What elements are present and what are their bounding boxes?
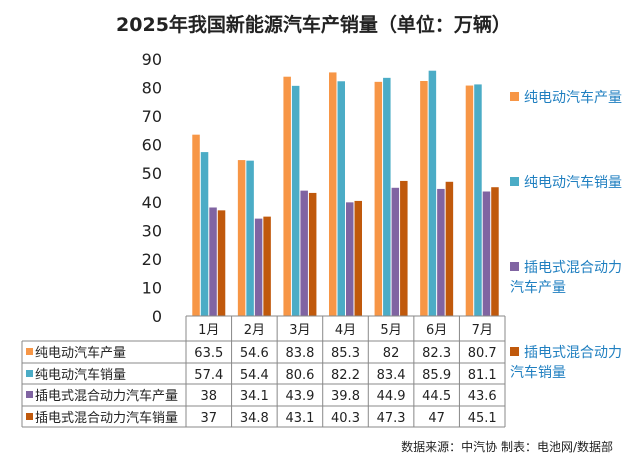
legend-item: 插电式混合动力汽车销量 — [510, 343, 625, 383]
y-tick-label: 20 — [142, 250, 162, 269]
data-label: 54.4 — [240, 368, 269, 383]
data-label: 40.3 — [331, 411, 360, 426]
table-row-label: 纯电动汽车产量 — [35, 345, 126, 361]
data-label: 44.9 — [377, 389, 406, 404]
data-label: 82.3 — [422, 346, 451, 361]
data-label: 45.1 — [468, 411, 497, 426]
x-tick-label: 6月 — [426, 323, 447, 338]
data-label: 34.8 — [240, 411, 269, 426]
y-tick-label: 90 — [142, 50, 162, 69]
bar — [383, 77, 391, 316]
data-label: 85.9 — [422, 368, 451, 383]
data-label: 54.6 — [240, 346, 269, 361]
table-legend-swatch — [26, 348, 33, 355]
table-row-label: 插电式混合动力汽车销量 — [35, 410, 178, 426]
table-row-label: 纯电动汽车销量 — [35, 367, 126, 383]
y-tick-label: 60 — [142, 136, 162, 155]
bar — [283, 76, 291, 317]
legend-swatch — [510, 347, 519, 356]
bar — [491, 187, 499, 316]
data-label: 37 — [201, 411, 218, 426]
bar — [300, 190, 308, 316]
data-label: 57.4 — [194, 368, 223, 383]
data-label: 82.2 — [331, 368, 360, 383]
y-tick-label: 30 — [142, 221, 162, 240]
bar — [200, 152, 209, 316]
bar — [428, 70, 437, 316]
data-label: 44.5 — [422, 389, 451, 404]
legend-label: 纯电动汽车销量 — [524, 175, 622, 191]
data-label: 47 — [428, 411, 445, 426]
legend-item: 纯电动汽车销量 — [510, 173, 625, 193]
x-tick-label: 1月 — [198, 323, 219, 338]
data-label: 38 — [201, 389, 218, 404]
table-legend-swatch — [26, 413, 33, 420]
x-tick-label: 3月 — [289, 323, 310, 338]
legend-item: 插电式混合动力汽车产量 — [510, 258, 625, 298]
bar — [329, 72, 337, 316]
y-tick-label: 40 — [142, 193, 162, 212]
y-tick-label: 50 — [142, 164, 162, 183]
bar — [337, 81, 345, 316]
data-label: 80.6 — [285, 368, 314, 383]
x-tick-label: 7月 — [472, 323, 493, 338]
data-label: 43.9 — [285, 389, 314, 404]
y-tick-label: 10 — [142, 278, 162, 297]
bar — [420, 80, 428, 316]
x-tick-label: 5月 — [380, 323, 401, 338]
legend-label: 插电式混合动力汽车销量 — [510, 345, 622, 381]
legend-swatch — [510, 262, 519, 271]
data-label: 83.8 — [285, 346, 314, 361]
bar — [192, 134, 200, 316]
table-legend-swatch — [26, 391, 33, 398]
data-label: 47.3 — [377, 411, 406, 426]
data-label: 34.1 — [240, 389, 269, 404]
data-label: 63.5 — [194, 346, 223, 361]
data-label: 81.1 — [468, 368, 497, 383]
bar — [254, 218, 263, 316]
bar — [291, 85, 300, 316]
legend-label: 纯电动汽车产量 — [524, 90, 622, 106]
bar — [263, 216, 271, 316]
legend-swatch — [510, 177, 519, 186]
source-note: 数据来源：中汽协 制表：电池网/数据部 — [401, 440, 613, 454]
chart-title: 2025年我国新能源汽车产销量（单位：万辆） — [116, 14, 511, 36]
data-label: 39.8 — [331, 389, 360, 404]
y-tick-label: 70 — [142, 107, 162, 126]
bar — [346, 202, 354, 316]
bar — [354, 200, 362, 316]
bar — [445, 181, 454, 316]
table-row-label: 插电式混合动力汽车产量 — [35, 388, 178, 404]
x-tick-label: 2月 — [244, 323, 265, 338]
bar — [217, 210, 226, 316]
bar — [391, 187, 400, 316]
data-label: 85.3 — [331, 346, 360, 361]
bar — [482, 191, 491, 316]
bar — [374, 81, 383, 316]
data-label: 82 — [383, 346, 400, 361]
data-label: 43.6 — [468, 389, 497, 404]
bar — [209, 207, 217, 316]
legend-item: 纯电动汽车产量 — [510, 88, 625, 108]
bar — [237, 160, 246, 316]
y-tick-label: 80 — [142, 79, 162, 98]
y-tick-label: 0 — [152, 307, 162, 326]
bar — [474, 84, 482, 316]
legend-swatch — [510, 92, 519, 101]
bar — [465, 85, 474, 316]
data-label: 43.1 — [285, 411, 314, 426]
bar — [246, 160, 254, 316]
bar — [308, 192, 317, 316]
table-legend-swatch — [26, 370, 33, 377]
data-label: 83.4 — [377, 368, 406, 383]
bar — [400, 180, 408, 316]
bar — [437, 188, 445, 316]
legend-label: 插电式混合动力汽车产量 — [510, 260, 622, 296]
data-label: 80.7 — [468, 346, 497, 361]
x-tick-label: 4月 — [335, 323, 356, 338]
